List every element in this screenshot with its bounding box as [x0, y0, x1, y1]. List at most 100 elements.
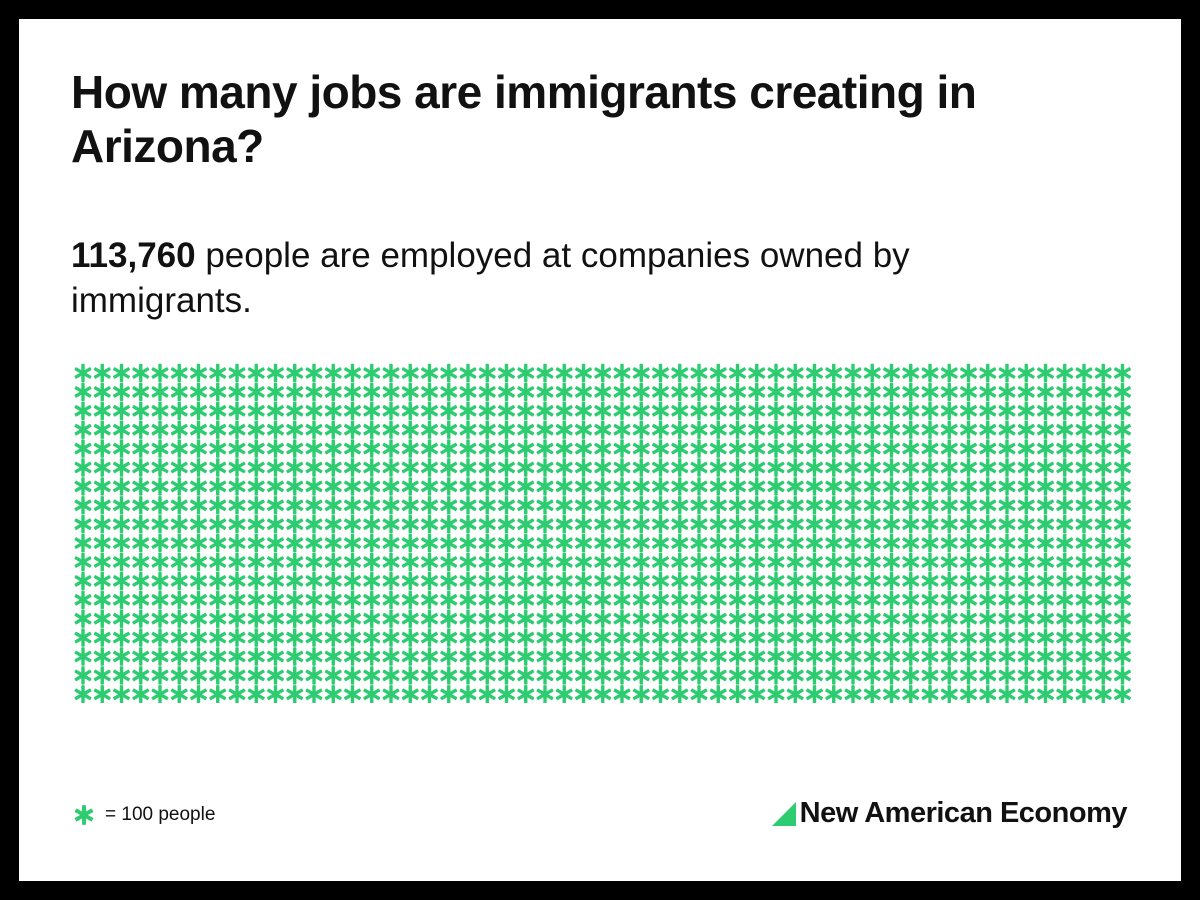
person-icon [882, 590, 901, 609]
person-icon [208, 439, 227, 458]
person-icon [112, 685, 131, 703]
person-icon [1075, 420, 1093, 439]
person-icon [74, 571, 92, 591]
person-icon [93, 496, 112, 515]
person-icon [651, 439, 670, 458]
person-icon [574, 571, 593, 591]
person-icon [882, 477, 901, 496]
person-icon [401, 552, 420, 572]
person-icon [420, 439, 439, 458]
person-icon [786, 439, 805, 458]
person-icon [709, 533, 728, 553]
person-icon [863, 647, 882, 666]
person-icon [170, 552, 189, 572]
person-icon [844, 647, 862, 666]
person-icon [536, 401, 554, 420]
person-icon [882, 571, 901, 591]
person-icon [324, 552, 343, 572]
person-icon [1113, 363, 1132, 383]
person-icon [728, 647, 747, 666]
person-icon [863, 439, 882, 458]
person-icon [901, 647, 920, 666]
person-icon [728, 401, 747, 420]
person-icon [1055, 552, 1074, 572]
person-icon [285, 515, 304, 534]
person-icon [998, 515, 1016, 534]
person-icon [459, 571, 477, 591]
person-icon [131, 590, 150, 609]
person-icon [131, 363, 150, 383]
person-icon [228, 420, 246, 439]
person-icon [151, 628, 169, 647]
person-icon [824, 401, 843, 420]
person-icon [1094, 515, 1113, 534]
person-icon [151, 515, 169, 534]
person-icon [247, 439, 266, 458]
person-icon [1036, 420, 1055, 439]
person-icon [863, 401, 882, 420]
person-icon [1055, 401, 1074, 420]
person-icon [324, 647, 343, 666]
person-icon [420, 477, 439, 496]
person-icon [901, 382, 920, 402]
person-icon [343, 496, 362, 515]
person-icon [901, 571, 920, 591]
person-icon [613, 628, 631, 647]
person-icon [959, 382, 978, 402]
person-icon [728, 609, 747, 628]
person-icon [959, 363, 978, 383]
person-icon [459, 401, 477, 420]
person-icon [382, 496, 400, 515]
person-icon [516, 590, 535, 609]
person-icon [1055, 439, 1074, 458]
person-icon [767, 552, 785, 572]
person-icon [555, 515, 574, 534]
person-icon [613, 666, 631, 685]
person-icon [651, 477, 670, 496]
person-icon [189, 647, 208, 666]
person-icon [632, 382, 651, 402]
person-icon [978, 609, 997, 628]
triangle-logo-icon [771, 801, 796, 826]
person-icon [978, 533, 997, 553]
person-icon [305, 552, 323, 572]
person-icon [536, 552, 554, 572]
person-icon [863, 477, 882, 496]
person-icon [536, 628, 554, 647]
person-icon [1036, 685, 1055, 703]
person-icon [343, 571, 362, 591]
person-icon [844, 571, 862, 591]
person-icon [247, 496, 266, 515]
person-icon [1055, 363, 1074, 383]
person-icon [247, 401, 266, 420]
person-icon [189, 420, 208, 439]
person-icon [112, 477, 131, 496]
person-icon [940, 533, 959, 553]
person-icon [786, 382, 805, 402]
person-icon [1017, 382, 1036, 402]
person-icon [93, 401, 112, 420]
person-icon [247, 382, 266, 402]
person-icon [574, 590, 593, 609]
person-icon [574, 439, 593, 458]
person-icon [228, 382, 246, 402]
person-icon [882, 552, 901, 572]
person-icon [362, 496, 381, 515]
person-icon [824, 647, 843, 666]
person-icon [247, 628, 266, 647]
person-icon [382, 515, 400, 534]
person-icon [1113, 590, 1132, 609]
person-icon [285, 382, 304, 402]
person-icon [266, 401, 285, 420]
person-icon [593, 515, 612, 534]
person-icon [151, 552, 169, 572]
person-icon [767, 666, 785, 685]
person-icon [709, 666, 728, 685]
person-icon [863, 628, 882, 647]
person-icon [1113, 628, 1132, 647]
person-icon [632, 515, 651, 534]
person-icon [978, 552, 997, 572]
person-icon [632, 420, 651, 439]
person-icon [324, 533, 343, 553]
person-icon [747, 458, 766, 477]
